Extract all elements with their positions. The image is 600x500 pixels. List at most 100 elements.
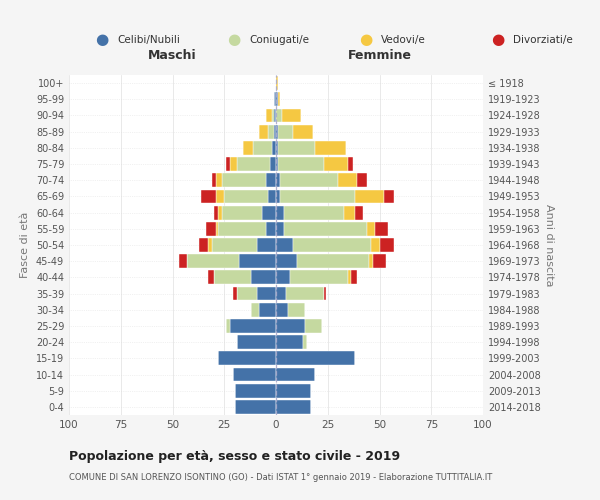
Bar (278, 157, 323, 171)
Bar (338, 174, 357, 187)
Bar (226, 319, 230, 333)
Bar (235, 400, 276, 414)
Bar (350, 270, 357, 284)
Bar (208, 238, 212, 252)
Bar (226, 157, 230, 171)
Text: Vedovi/e: Vedovi/e (381, 35, 426, 45)
Bar (276, 303, 289, 316)
Bar (371, 238, 380, 252)
Bar (222, 206, 262, 220)
Bar (243, 141, 253, 154)
Bar (272, 141, 276, 154)
Bar (212, 174, 216, 187)
Text: ●: ● (491, 32, 505, 48)
Bar (316, 141, 346, 154)
Bar (259, 125, 268, 138)
Bar (323, 157, 349, 171)
Bar (274, 108, 276, 122)
Bar (239, 254, 276, 268)
Bar (376, 222, 388, 235)
Bar (216, 174, 222, 187)
Bar (224, 190, 268, 203)
Bar (276, 206, 284, 220)
Bar (276, 238, 293, 252)
Bar (284, 206, 344, 220)
Bar (218, 352, 276, 365)
Bar (257, 238, 276, 252)
Bar (367, 222, 376, 235)
Bar (373, 254, 386, 268)
Bar (276, 400, 311, 414)
Text: Popolazione per età, sesso e stato civile - 2019: Popolazione per età, sesso e stato civil… (69, 450, 400, 463)
Bar (357, 174, 367, 187)
Bar (280, 190, 355, 203)
Bar (230, 157, 236, 171)
Text: ●: ● (227, 32, 241, 48)
Bar (293, 125, 313, 138)
Bar (266, 174, 276, 187)
Text: Coniugati/e: Coniugati/e (249, 35, 309, 45)
Bar (199, 238, 208, 252)
Bar (282, 108, 301, 122)
Bar (266, 222, 276, 235)
Bar (253, 141, 272, 154)
Bar (278, 92, 280, 106)
Text: Divorziati/e: Divorziati/e (513, 35, 573, 45)
Text: ●: ● (95, 32, 109, 48)
Bar (276, 222, 284, 235)
Text: Celibi/Nubili: Celibi/Nubili (117, 35, 180, 45)
Bar (383, 190, 394, 203)
Bar (233, 368, 276, 382)
Bar (276, 384, 311, 398)
Bar (262, 206, 276, 220)
Bar (236, 336, 276, 349)
Bar (251, 303, 259, 316)
Bar (235, 384, 276, 398)
Bar (214, 206, 218, 220)
Bar (187, 254, 239, 268)
Bar (268, 125, 274, 138)
Bar (251, 270, 276, 284)
Bar (303, 336, 307, 349)
Bar (278, 125, 293, 138)
Bar (214, 270, 251, 284)
Bar (344, 206, 355, 220)
Bar (276, 157, 278, 171)
Bar (257, 286, 276, 300)
Bar (276, 254, 296, 268)
Bar (349, 270, 350, 284)
Y-axis label: Anni di nascita: Anni di nascita (545, 204, 554, 286)
Bar (355, 190, 383, 203)
Bar (268, 190, 276, 203)
Bar (276, 174, 280, 187)
Bar (276, 76, 278, 90)
Bar (323, 286, 326, 300)
Bar (216, 190, 224, 203)
Bar (276, 286, 286, 300)
Bar (284, 222, 367, 235)
Bar (233, 286, 236, 300)
Bar (369, 254, 373, 268)
Bar (289, 303, 305, 316)
Text: ●: ● (359, 32, 373, 48)
Bar (266, 108, 272, 122)
Bar (272, 108, 274, 122)
Bar (206, 222, 216, 235)
Bar (179, 254, 187, 268)
Bar (290, 270, 349, 284)
Bar (349, 157, 353, 171)
Bar (276, 108, 282, 122)
Y-axis label: Fasce di età: Fasce di età (20, 212, 30, 278)
Bar (276, 319, 305, 333)
Bar (236, 286, 257, 300)
Bar (276, 270, 290, 284)
Bar (259, 303, 276, 316)
Bar (274, 125, 276, 138)
Bar (286, 286, 323, 300)
Bar (293, 238, 371, 252)
Bar (212, 238, 257, 252)
Bar (222, 174, 266, 187)
Bar (218, 222, 266, 235)
Bar (276, 352, 355, 365)
Bar (276, 125, 278, 138)
